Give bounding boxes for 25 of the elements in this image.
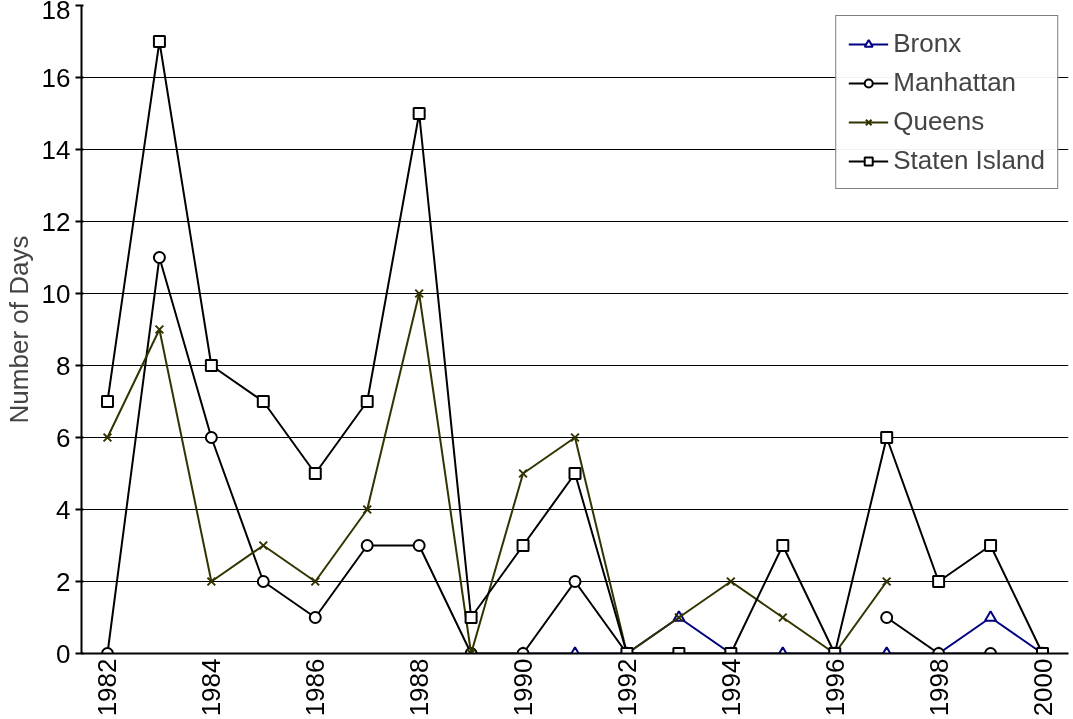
legend-label: Queens xyxy=(893,106,985,137)
x-tick-label: 1986 xyxy=(300,658,331,717)
x-tick-label: 1998 xyxy=(923,658,954,717)
legend-label: Manhattan xyxy=(893,67,1017,98)
legend-label: Staten Island xyxy=(893,145,1045,176)
x-tick-label: 2000 xyxy=(1027,658,1058,717)
x-tick-label: 1994 xyxy=(715,658,746,717)
x-tick-label: 1996 xyxy=(819,658,850,717)
y-tick-label: 10 xyxy=(41,278,71,309)
y-tick-label: 16 xyxy=(41,62,71,93)
x-tick-label: 1992 xyxy=(611,658,642,717)
y-tick-label: 6 xyxy=(56,422,71,453)
x-tick-label: 1990 xyxy=(508,658,539,717)
y-axis-title: Number of Days xyxy=(3,235,34,424)
y-tick-label: 12 xyxy=(41,206,71,237)
y-tick-label: 2 xyxy=(56,566,71,597)
y-tick-label: 18 xyxy=(41,0,71,25)
x-tick-label: 1984 xyxy=(196,658,227,717)
y-tick-label: 8 xyxy=(56,350,71,381)
y-tick-label: 14 xyxy=(41,134,71,165)
x-tick-label: 1988 xyxy=(404,658,435,717)
y-tick-label: 4 xyxy=(56,494,71,525)
legend-label: Bronx xyxy=(893,28,962,59)
x-tick-label: 1982 xyxy=(92,658,123,717)
y-tick-label: 0 xyxy=(56,638,71,669)
